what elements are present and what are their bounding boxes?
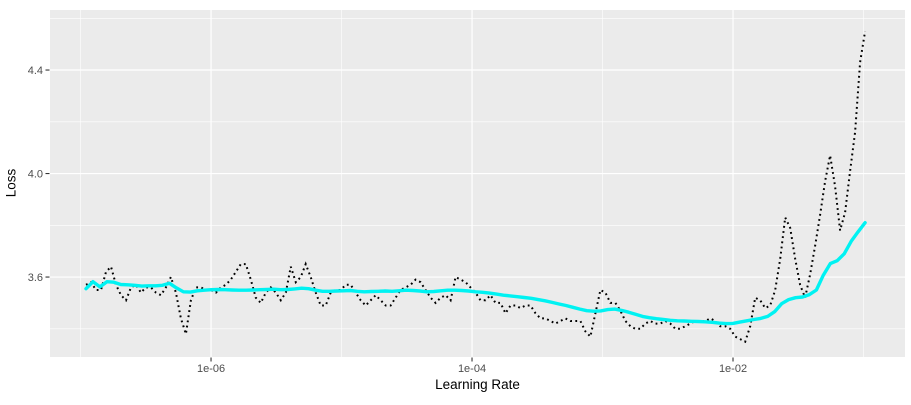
y-axis-title: Loss (3, 168, 19, 198)
smoothed-loss-curve (84, 221, 867, 326)
x-axis-title: Learning Rate (435, 377, 520, 392)
x-tick-label: 1e-04 (458, 363, 486, 375)
plot-panel (50, 10, 905, 357)
x-tick-label: 1e-02 (719, 363, 747, 375)
y-tick-label: 3.6 (28, 272, 43, 284)
y-tick-label: 4.4 (28, 65, 43, 77)
y-tick-label: 4.0 (28, 168, 43, 180)
raw-loss-curve (85, 31, 867, 344)
x-tick-label: 1e-06 (197, 363, 225, 375)
